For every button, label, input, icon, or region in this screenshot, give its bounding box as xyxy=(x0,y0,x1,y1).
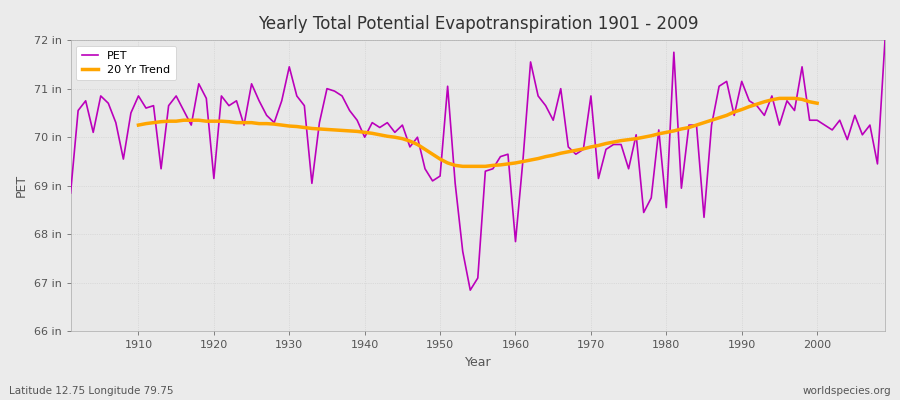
PET xyxy=(608,142,619,147)
20 Yr Trend xyxy=(812,101,823,106)
20 Yr Trend xyxy=(533,156,544,161)
X-axis label: Year: Year xyxy=(464,356,491,369)
PET xyxy=(510,239,521,244)
PET xyxy=(879,38,890,42)
PET xyxy=(337,94,347,98)
Title: Yearly Total Potential Evapotranspiration 1901 - 2009: Yearly Total Potential Evapotranspiratio… xyxy=(257,15,698,33)
Legend: PET, 20 Yr Trend: PET, 20 Yr Trend xyxy=(76,46,176,80)
Line: 20 Yr Trend: 20 Yr Trend xyxy=(139,98,817,166)
20 Yr Trend xyxy=(292,124,302,129)
20 Yr Trend xyxy=(216,119,227,124)
PET xyxy=(292,94,302,98)
20 Yr Trend xyxy=(805,99,815,104)
Y-axis label: PET: PET xyxy=(15,174,28,197)
Text: worldspecies.org: worldspecies.org xyxy=(803,386,891,396)
PET xyxy=(465,288,476,292)
20 Yr Trend xyxy=(457,164,468,169)
PET xyxy=(518,157,528,162)
Line: PET: PET xyxy=(70,40,885,290)
PET xyxy=(125,110,136,115)
20 Yr Trend xyxy=(714,115,724,120)
Text: Latitude 12.75 Longitude 79.75: Latitude 12.75 Longitude 79.75 xyxy=(9,386,174,396)
20 Yr Trend xyxy=(774,96,785,101)
20 Yr Trend xyxy=(133,123,144,128)
20 Yr Trend xyxy=(307,126,318,131)
PET xyxy=(65,191,76,196)
